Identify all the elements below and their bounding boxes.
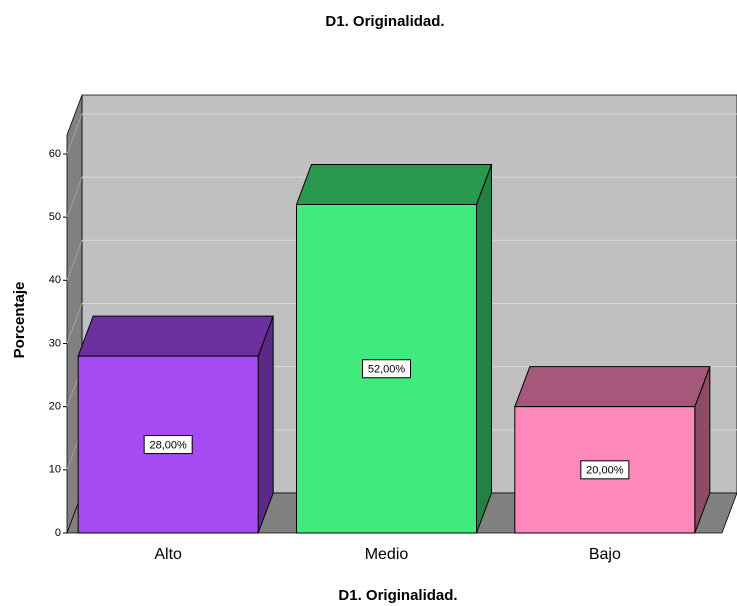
- y-tick-label: 30: [49, 337, 61, 349]
- bar: [77, 315, 274, 534]
- y-tick-label: 20: [49, 401, 61, 413]
- value-label-box: [362, 359, 411, 379]
- bar: [514, 366, 711, 534]
- y-axis-label: Porcentaje: [11, 282, 28, 359]
- bar: [295, 163, 493, 534]
- y-tick-label: 0: [55, 527, 61, 539]
- value-label: 52,00%: [368, 364, 406, 376]
- grid-line: [66, 176, 83, 218]
- y-tick-label: 60: [49, 148, 61, 160]
- value-label-box: [580, 460, 630, 480]
- y-tick-label: 40: [49, 274, 61, 286]
- x-axis-label: D1. Originalidad.: [338, 587, 457, 604]
- x-tick-label: Alto: [154, 546, 182, 563]
- bar-top: [295, 163, 493, 205]
- x-tick-label: Bajo: [589, 546, 621, 563]
- grid-line: [66, 113, 83, 155]
- grid-line: [66, 240, 83, 281]
- y-tick-label: 50: [49, 211, 61, 223]
- value-label: 20,00%: [586, 465, 624, 477]
- bar-top: [77, 315, 274, 357]
- value-label-box: [143, 435, 193, 455]
- grid-line: [66, 303, 83, 344]
- x-tick-label: Medio: [365, 546, 409, 563]
- value-label: 28,00%: [150, 439, 188, 451]
- y-tick-label: 10: [49, 464, 61, 476]
- bar-side: [476, 164, 492, 534]
- bar-top: [514, 366, 711, 408]
- chart-title: D1. Originalidad.: [325, 13, 444, 30]
